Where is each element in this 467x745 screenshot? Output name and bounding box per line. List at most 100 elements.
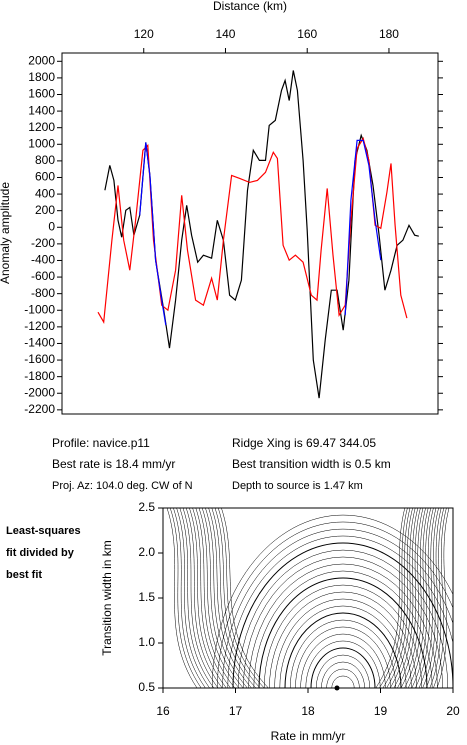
y-tick-label: 600 [35,170,55,184]
y-tick-label: 2.5 [138,500,155,514]
annotation: best fit [6,569,42,581]
contour-line [397,508,421,688]
x-axis-title: Distance (km) [213,0,287,13]
contour-line [331,675,355,688]
contour-line [205,508,248,688]
contour-line [201,508,244,688]
annotation: Profile: navice.p11 [52,436,150,450]
y-tick-label: -1000 [24,302,55,316]
y-tick-label: -600 [31,269,55,283]
y-tick-label: 1200 [28,120,55,134]
contour-line [407,508,429,688]
contour-line [243,556,443,688]
x-tick-label: 19 [374,704,388,718]
annotation: fit divided by [6,547,75,559]
contour-line [411,508,432,688]
y-tick-label: 200 [35,203,55,217]
annotation: Proj. Az: 104.0 deg. CW of N [52,480,193,492]
contour-line [433,508,447,688]
contour-line [211,508,256,688]
contour-line [279,605,407,688]
y-tick-label: 1800 [28,70,55,84]
x-tick-label: 17 [229,704,243,718]
best-fit-point [334,685,340,691]
contour-line [418,508,437,688]
contour-line [393,508,419,688]
contour-line [429,508,445,688]
annotation: Best rate is 18.4 mm/yr [52,457,175,471]
x-axis-title: Rate in mm/yr [271,729,346,743]
contour-line [173,508,206,688]
contour-line [400,508,424,688]
contour-line [176,508,210,688]
y-tick-label: -400 [31,253,55,267]
contour-line [436,508,450,688]
contour-line [214,508,261,688]
contour-line [386,508,413,688]
y-tick-label: 2000 [28,53,55,67]
contour-line [169,508,202,688]
y-axis-title: Anomaly amplitude [0,182,12,284]
y-tick-label: 1400 [28,103,55,117]
contour-line [389,508,416,688]
contour-line [195,508,235,688]
contour-line [315,654,371,688]
y-tick-label: -800 [31,286,55,300]
contour-line [404,508,426,688]
x-tick-label: 120 [134,27,154,41]
contour-line [222,528,453,688]
plot-frame [61,52,439,415]
y-tick-label: 0.5 [138,680,155,694]
y-tick-label: 800 [35,153,55,167]
contour-line [375,508,406,688]
y-tick-label: 1.0 [138,635,155,649]
contour-line [166,508,198,688]
contour-line [198,508,240,688]
contour-line [185,508,223,688]
y-tick-label: -1800 [24,369,55,383]
annotation: Ridge Xing is 69.47 344.05 [232,436,376,450]
x-tick-label: 140 [215,27,235,41]
annotation: Depth to source is 1.47 km [232,480,363,492]
y-tick-label: -1200 [24,319,55,333]
contour-line [192,508,231,688]
contour-line [179,508,215,688]
y-tick-label: 1.5 [138,590,155,604]
annotation: Best transition width is 0.5 km [232,457,391,471]
x-tick-label: 180 [379,27,399,41]
contour-line [415,508,434,688]
y-tick-label: 400 [35,186,55,200]
contour-line [253,570,433,688]
y-tick-label: -1600 [24,352,55,366]
x-tick-label: 160 [297,27,317,41]
x-tick-label: 20 [446,704,460,718]
x-tick-label: 18 [301,704,315,718]
contour-line [425,508,442,688]
contour-line [422,508,439,688]
contour-line [258,577,428,688]
y-tick-label: -2200 [24,402,55,416]
data-line [104,70,419,399]
contour-line [382,508,411,688]
contour-line [217,508,265,688]
contour-line [326,668,360,688]
contour-line [284,612,402,688]
annotation: Least-squares [6,525,81,537]
contour-line [274,598,412,688]
y-tick-label: 1600 [28,87,55,101]
contour-line [208,508,252,688]
x-tick-label: 16 [156,704,170,718]
y-tick-label: -1400 [24,336,55,350]
contour-line [237,549,449,688]
y-tick-label: 0 [48,219,55,233]
y-tick-label: 2.0 [138,545,155,559]
contour-line [310,647,376,688]
contour-line [211,514,453,688]
contour-line [227,535,453,688]
contour-line [300,633,386,688]
y-axis-title: Transition width in km [100,540,114,656]
contour-line [379,508,408,688]
contour-line [295,626,391,688]
contour-line [321,661,365,688]
